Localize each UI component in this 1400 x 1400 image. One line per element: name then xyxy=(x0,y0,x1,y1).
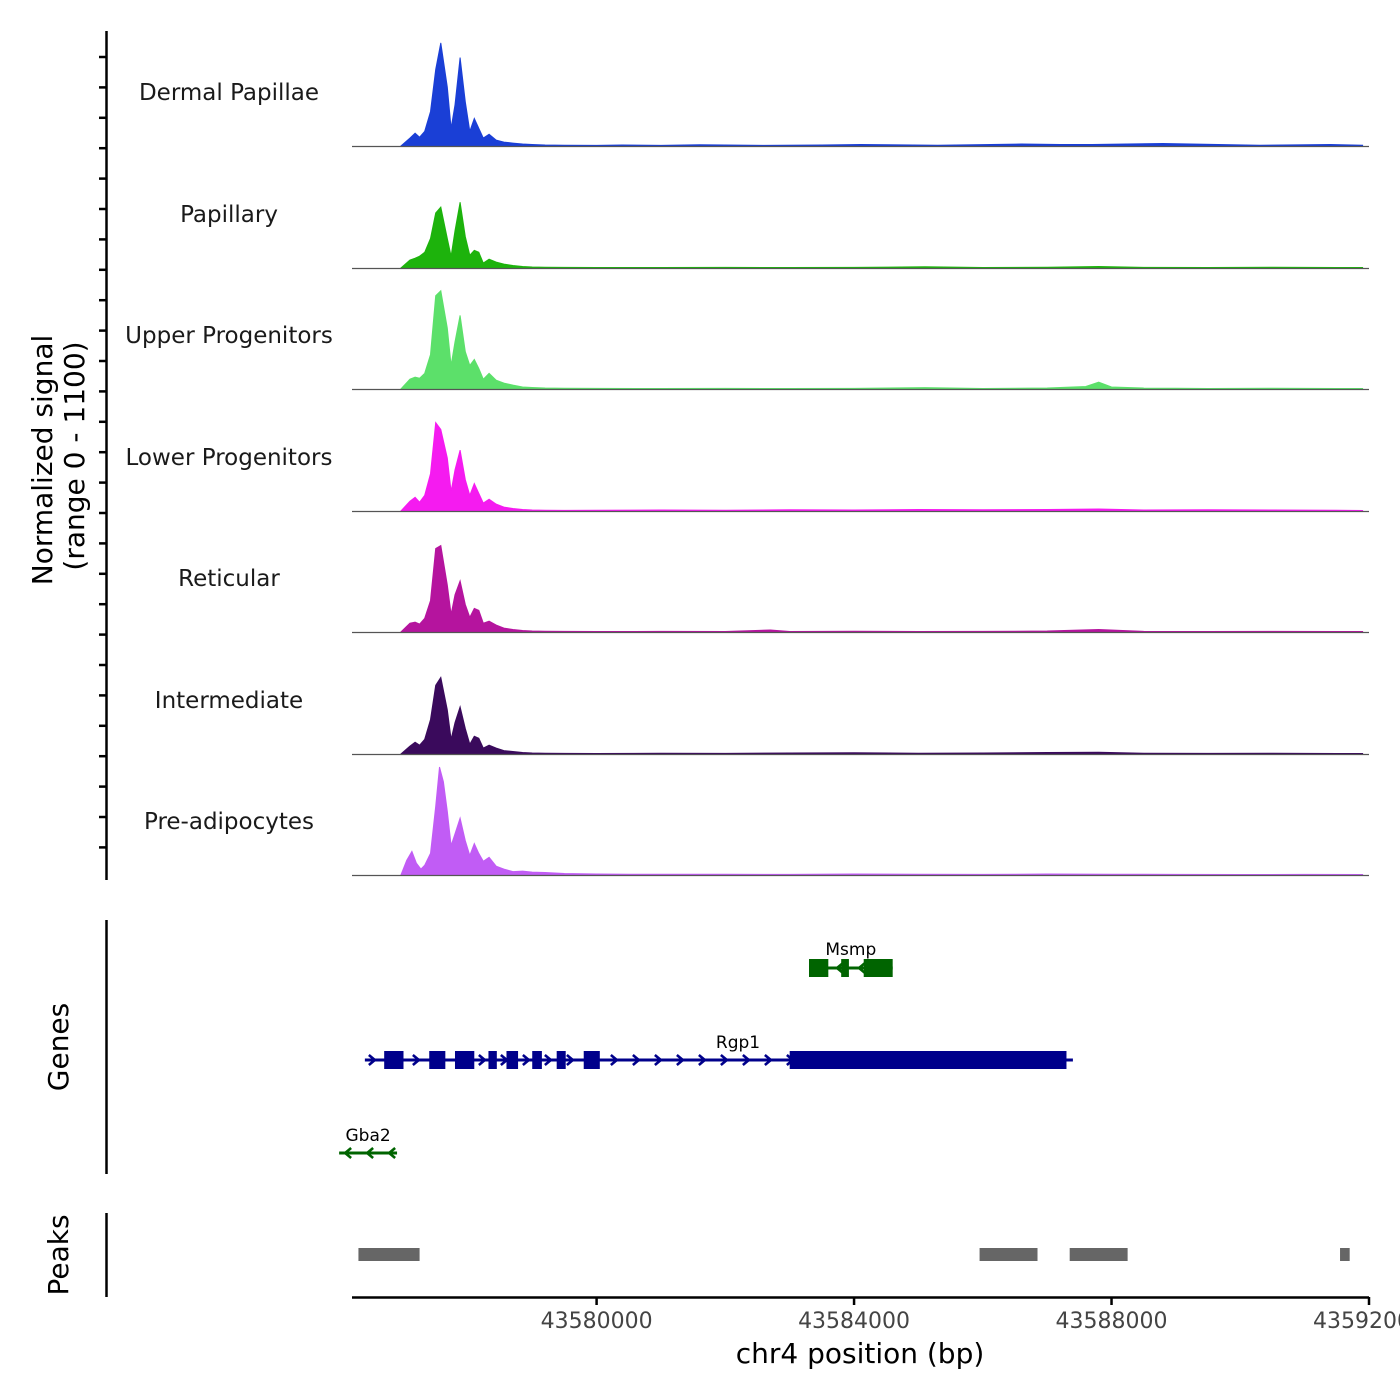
peaks-panel: Peaks xyxy=(42,1213,1350,1297)
track: Dermal Papillae xyxy=(139,42,1369,148)
peaks-label: Peaks xyxy=(42,1214,75,1295)
strand-arrow xyxy=(343,1147,352,1159)
strand-arrow xyxy=(478,1054,487,1066)
peak xyxy=(1340,1248,1350,1261)
strand-arrow xyxy=(566,1054,575,1066)
gene-rgp1: Rgp1 xyxy=(364,1033,1073,1069)
track-signal xyxy=(399,676,1364,755)
exon xyxy=(556,1051,566,1069)
x-axis-label: chr4 position (bp) xyxy=(736,1337,985,1370)
strand-arrow xyxy=(764,1054,773,1066)
strand-arrow xyxy=(610,1054,619,1066)
track-label: Papillary xyxy=(180,202,278,228)
strand-arrow xyxy=(368,1054,377,1066)
track-label: Upper Progenitors xyxy=(125,323,333,349)
exon xyxy=(863,959,893,977)
strand-arrow xyxy=(856,962,866,974)
peak xyxy=(979,1248,1038,1261)
strand-arrow xyxy=(365,1147,374,1159)
strand-arrow xyxy=(698,1054,707,1066)
strand-arrow xyxy=(654,1054,663,1066)
track-signal xyxy=(399,421,1364,512)
peak xyxy=(358,1248,420,1261)
strand-arrow xyxy=(742,1054,751,1066)
x-axis: chr4 position (bp) 43580000 43584000 43588… xyxy=(352,1296,1400,1370)
exon xyxy=(809,959,829,977)
track: Intermediate xyxy=(155,676,1369,756)
gene-gba2: Gba2 xyxy=(339,1126,398,1159)
track-signal xyxy=(399,42,1364,147)
x-tick-label: 43580000 xyxy=(541,1309,653,1334)
track-signal xyxy=(399,544,1364,633)
exon xyxy=(506,1051,519,1069)
track-signal xyxy=(399,289,1364,390)
y-axis-line xyxy=(99,31,108,880)
strand-arrow xyxy=(632,1054,641,1066)
strand-arrow xyxy=(412,1054,421,1066)
track: Pre-adipocytes xyxy=(144,766,1369,877)
exon xyxy=(841,959,849,977)
strand-arrow xyxy=(676,1054,685,1066)
exon xyxy=(384,1051,404,1069)
track-signal xyxy=(400,766,1364,876)
x-tick-label: 43588000 xyxy=(1056,1309,1168,1334)
strand-arrow xyxy=(522,1054,531,1066)
coverage-tracks: Dermal Papillae Papillary Upper Progenitor… xyxy=(125,42,1369,877)
track: Papillary xyxy=(180,202,1369,270)
exon xyxy=(454,1051,475,1069)
genes-label: Genes xyxy=(42,1003,75,1091)
y-axis-label: Normalized signal xyxy=(26,335,59,586)
exon xyxy=(429,1051,446,1069)
strand-arrow xyxy=(387,1147,396,1159)
track: Lower Progenitors xyxy=(126,421,1369,513)
genes-panel: Genes Msmp Rgp1 Gba2 xyxy=(42,920,1073,1174)
exon xyxy=(488,1051,497,1069)
track-label: Intermediate xyxy=(155,688,303,714)
track-label: Pre-adipocytes xyxy=(144,809,314,835)
exon xyxy=(789,1051,1067,1069)
strand-arrow xyxy=(720,1054,729,1066)
y-axis-title: Normalized signal (range 0 - 1100) xyxy=(26,335,91,586)
x-tick-label: 43584000 xyxy=(798,1309,910,1334)
track-label: Dermal Papillae xyxy=(139,80,319,106)
strand-arrow xyxy=(834,962,844,974)
exon xyxy=(532,1051,542,1069)
track: Upper Progenitors xyxy=(125,289,1369,391)
peak xyxy=(1069,1248,1128,1261)
y-axis-range-label: (range 0 - 1100) xyxy=(58,341,91,570)
exon xyxy=(583,1051,600,1069)
track-signal xyxy=(399,202,1364,269)
gene-label: Msmp xyxy=(825,940,876,960)
gene-label: Rgp1 xyxy=(716,1033,760,1053)
x-tick-label: 43592000 xyxy=(1313,1309,1400,1334)
track-label: Lower Progenitors xyxy=(126,445,333,471)
track: Reticular xyxy=(178,544,1369,634)
strand-arrow xyxy=(544,1054,553,1066)
gene-label: Gba2 xyxy=(345,1126,390,1146)
gene-msmp: Msmp xyxy=(809,940,893,977)
track-label: Reticular xyxy=(178,566,280,592)
